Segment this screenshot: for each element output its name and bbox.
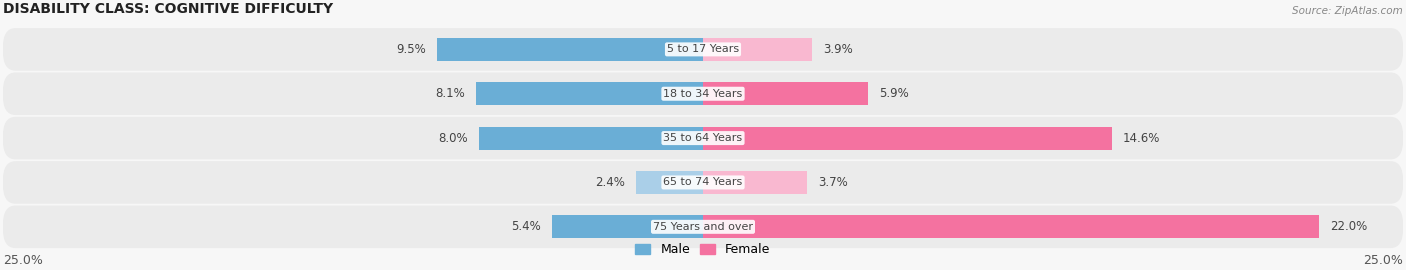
- Bar: [477, 82, 703, 105]
- Text: 65 to 74 Years: 65 to 74 Years: [664, 177, 742, 187]
- Text: 5 to 17 Years: 5 to 17 Years: [666, 44, 740, 54]
- Text: 22.0%: 22.0%: [1330, 220, 1368, 233]
- Text: 25.0%: 25.0%: [3, 254, 42, 267]
- Text: 8.0%: 8.0%: [439, 131, 468, 145]
- Text: 14.6%: 14.6%: [1123, 131, 1160, 145]
- Bar: [703, 215, 1319, 238]
- FancyBboxPatch shape: [3, 205, 1403, 248]
- FancyBboxPatch shape: [3, 117, 1403, 159]
- FancyBboxPatch shape: [3, 161, 1403, 204]
- Legend: Male, Female: Male, Female: [636, 243, 770, 256]
- Text: 25.0%: 25.0%: [1364, 254, 1403, 267]
- Text: 5.9%: 5.9%: [880, 87, 910, 100]
- Bar: [636, 171, 703, 194]
- Bar: [703, 82, 869, 105]
- Bar: [703, 127, 1112, 150]
- Text: 8.1%: 8.1%: [436, 87, 465, 100]
- FancyBboxPatch shape: [3, 72, 1403, 115]
- Text: 3.7%: 3.7%: [818, 176, 848, 189]
- Text: 3.9%: 3.9%: [824, 43, 853, 56]
- Bar: [551, 215, 703, 238]
- Text: 2.4%: 2.4%: [595, 176, 624, 189]
- Bar: [703, 38, 813, 61]
- Text: 35 to 64 Years: 35 to 64 Years: [664, 133, 742, 143]
- Text: 18 to 34 Years: 18 to 34 Years: [664, 89, 742, 99]
- Text: 75 Years and over: 75 Years and over: [652, 222, 754, 232]
- Text: 9.5%: 9.5%: [396, 43, 426, 56]
- Text: DISABILITY CLASS: COGNITIVE DIFFICULTY: DISABILITY CLASS: COGNITIVE DIFFICULTY: [3, 2, 333, 16]
- Bar: [479, 127, 703, 150]
- Bar: [437, 38, 703, 61]
- Text: Source: ZipAtlas.com: Source: ZipAtlas.com: [1292, 6, 1403, 16]
- Bar: [703, 171, 807, 194]
- Text: 5.4%: 5.4%: [510, 220, 540, 233]
- FancyBboxPatch shape: [3, 28, 1403, 71]
